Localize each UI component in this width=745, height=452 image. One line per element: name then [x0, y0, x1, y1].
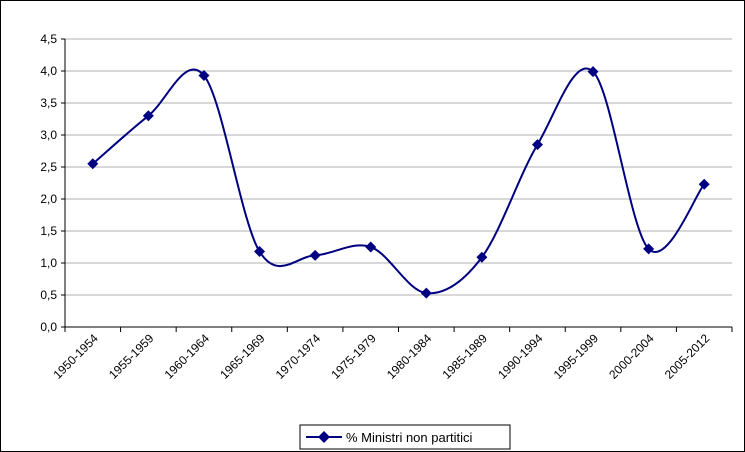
series-markers: [87, 66, 710, 299]
y-tick-label: 1,5: [40, 224, 57, 238]
x-tick-label: 1980-1984: [384, 331, 435, 382]
x-tick-label: 1965-1969: [217, 331, 268, 382]
x-tick-label: 1950-1954: [50, 331, 101, 382]
y-tick-label: 4,5: [40, 32, 57, 46]
x-tick-label: 1995-1999: [551, 331, 602, 382]
y-tick-label: 2,0: [40, 192, 57, 206]
data-point-1975-1979: [365, 241, 377, 253]
legend: % Ministri non partitici: [299, 424, 511, 450]
data-point-1970-1974: [309, 249, 321, 261]
data-point-2000-2004: [643, 243, 655, 255]
y-tick-label: 0,0: [40, 320, 57, 334]
y-tick-label: 3,0: [40, 128, 57, 142]
y-tick-label: 4,0: [40, 64, 57, 78]
x-tick-label: 1975-1979: [328, 331, 379, 382]
x-tick-label: 2000-2004: [606, 331, 657, 382]
series-line: [92, 67, 706, 295]
data-point-1960-1964: [198, 69, 210, 81]
y-tick-labels: 0,0 0,5 1,0 1,5 2,0 2,5 3,0 3,5 4,0 4,5: [40, 32, 57, 334]
data-point-1995-1999: [587, 66, 599, 78]
legend-label: % Ministri non partitici: [346, 430, 473, 445]
x-tick-label: 2005-2012: [662, 331, 713, 382]
y-tick-label: 3,5: [40, 96, 57, 110]
data-point-1950-1954: [87, 158, 99, 170]
data-point-1965-1969: [254, 245, 266, 257]
data-point-2005-2012: [698, 178, 710, 190]
x-tick-label: 1985-1989: [440, 331, 491, 382]
x-tick-labels: 1950-1954 1955-1959 1960-1964 1965-1969 1970…: [50, 331, 712, 382]
legend-diamond-icon: [318, 431, 330, 443]
y-tick-label: 0,5: [40, 288, 57, 302]
x-tick-label: 1970-1974: [273, 331, 324, 382]
y-tick-label: 1,0: [40, 256, 57, 270]
y-tick-label: 2,5: [40, 160, 57, 174]
data-point-1955-1959: [142, 110, 154, 122]
gridlines: [65, 38, 732, 296]
data-point-1980-1984: [420, 287, 432, 299]
x-tick-label: 1955-1959: [106, 331, 157, 382]
data-point-1985-1989: [476, 251, 488, 263]
x-tick-label: 1960-1964: [162, 331, 213, 382]
x-tick-label: 1990-1994: [495, 331, 546, 382]
data-point-1990-1994: [531, 139, 543, 151]
axes: [61, 38, 733, 332]
